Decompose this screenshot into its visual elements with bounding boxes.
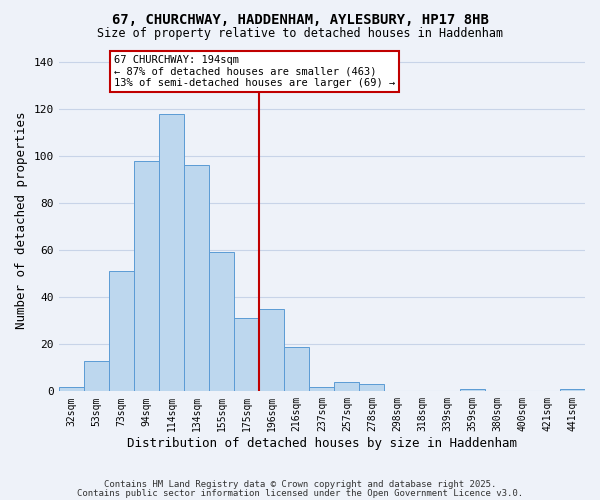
Bar xyxy=(460,389,485,392)
Text: 67 CHURCHWAY: 194sqm
← 87% of detached houses are smaller (463)
13% of semi-deta: 67 CHURCHWAY: 194sqm ← 87% of detached h… xyxy=(114,54,395,88)
Bar xyxy=(284,346,310,392)
Bar xyxy=(184,166,209,392)
Text: Contains HM Land Registry data © Crown copyright and database right 2025.: Contains HM Land Registry data © Crown c… xyxy=(104,480,496,489)
Bar xyxy=(560,389,585,392)
Bar xyxy=(359,384,385,392)
Text: Size of property relative to detached houses in Haddenham: Size of property relative to detached ho… xyxy=(97,28,503,40)
Bar xyxy=(134,160,159,392)
Bar xyxy=(109,272,134,392)
Bar xyxy=(334,382,359,392)
Bar xyxy=(259,309,284,392)
Bar xyxy=(59,386,84,392)
Bar xyxy=(310,386,334,392)
Bar xyxy=(159,114,184,392)
Bar xyxy=(209,252,234,392)
Bar xyxy=(234,318,259,392)
Text: 67, CHURCHWAY, HADDENHAM, AYLESBURY, HP17 8HB: 67, CHURCHWAY, HADDENHAM, AYLESBURY, HP1… xyxy=(112,12,488,26)
Y-axis label: Number of detached properties: Number of detached properties xyxy=(15,112,28,330)
Text: Contains public sector information licensed under the Open Government Licence v3: Contains public sector information licen… xyxy=(77,488,523,498)
X-axis label: Distribution of detached houses by size in Haddenham: Distribution of detached houses by size … xyxy=(127,437,517,450)
Bar xyxy=(84,360,109,392)
